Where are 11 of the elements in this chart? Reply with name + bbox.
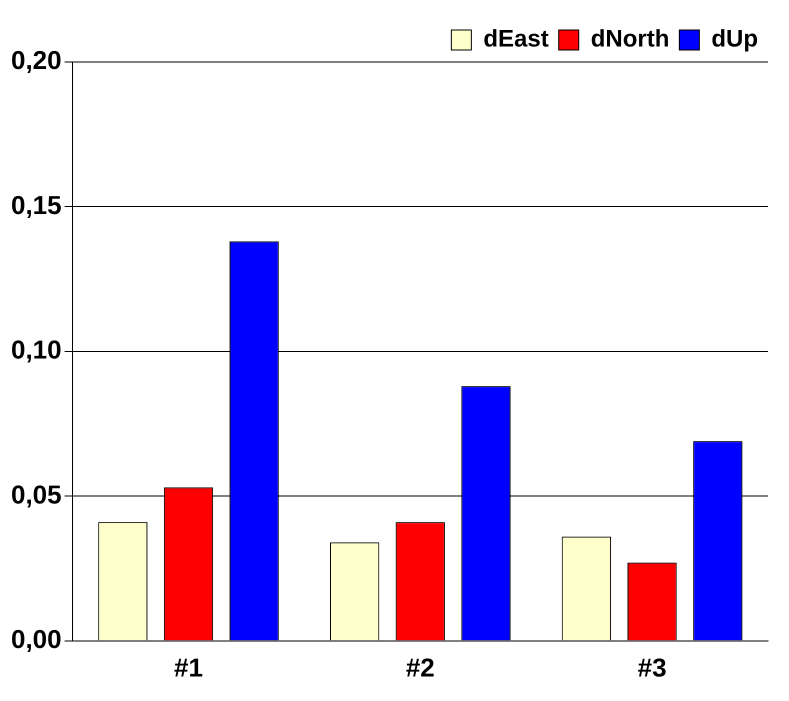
legend-label: dEast — [483, 26, 549, 53]
x-tick-label: #2 — [406, 652, 435, 683]
y-tick-label: 0,15 — [10, 190, 62, 220]
legend-label: dUp — [711, 26, 758, 53]
y-tick-label: 0,20 — [10, 45, 62, 76]
legend-label: dNorth — [590, 26, 670, 53]
x-tick-label: #1 — [174, 652, 203, 683]
y-tick-label: 0,10 — [10, 334, 62, 365]
y-tick-label: 0,00 — [10, 624, 62, 654]
y-tick-label: 0,05 — [10, 479, 62, 510]
x-tick-label: #3 — [638, 652, 667, 683]
